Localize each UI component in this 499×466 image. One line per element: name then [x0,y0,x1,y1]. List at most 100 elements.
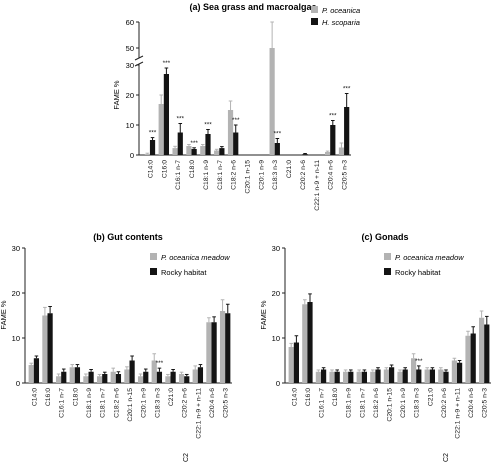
panel-a-bar-1-1 [158,104,164,155]
panel-a-ytick-label-50: 50 [126,44,134,53]
panel-c-bar-2-3 [334,371,340,383]
panel-b-xtick-label-1: C16:0 [45,388,52,406]
panel-a-xtick-label-10: C21:0 [286,160,293,178]
panel-b-xtick-label-9: C18:3 n-3 [154,388,161,418]
panel-b-bar-1-11 [178,374,185,383]
panel-a-xtick-label-3: C18:0 [189,160,196,178]
panel-c-bar-1-0 [288,347,294,383]
panel-b-bar-2-12 [197,367,204,383]
panel-c-bar-2-4 [348,371,354,383]
panel-b-xtick-label-7: C20:1 n-15 [127,388,134,422]
panel-b-legend-swatch-2 [150,268,157,275]
panel-b-ylabel: FAME % [0,300,8,330]
panel-c-xtick-label-14: C20:5 n-3 [482,388,489,418]
panel-c-xtick-label-6: C18:2 n-6 [373,388,380,418]
panel-c-xtick-label-13: C20:4 n-6 [468,388,475,418]
panel-b-xtick-label-10: C21:0 [168,388,175,406]
panel-a-ytick-label-0: 0 [130,151,134,160]
panel-a-bar-1-6 [227,110,234,155]
panel-a-bar-2-14 [344,107,350,155]
panel-a-ytick-label-60: 60 [126,18,134,27]
panel-b-bar-2-13 [211,322,217,383]
panel-a-bar-1-2 [172,148,178,155]
panel-c-legend-swatch-2 [384,268,391,275]
panel-c-xtick-label-3: C18:0 [332,388,339,406]
panel-b-ytick-label-30: 30 [12,244,20,253]
panel-a-xtick-label-12: C22:1 n-9 + n-11 [314,160,321,211]
panel-a-bar-1-0 [144,154,150,155]
panel-c-bar-1-6 [370,371,376,383]
panel-a-significance-2: *** [176,116,184,123]
panel-a-xtick-label-13: C20:4 n-6 [328,160,335,190]
panel-c-bar-2-1 [307,302,313,383]
panel-b-ytick-label-0: 0 [16,379,20,388]
panel-b-title: (b) Gut contents [93,232,163,242]
panel-a-bar-1-14 [338,147,345,155]
panel-a-xtick-label-5: C18:1 n-7 [217,160,224,190]
panel-a-significance-0: *** [149,130,157,137]
panel-a-significance-5: *** [274,131,282,138]
panel-a-legend-swatch-2 [311,18,318,25]
panel-b-ytick-label-10: 10 [12,334,20,343]
panel-c-ytick-label-10: 10 [272,334,280,343]
panel-a-bar-2-6 [233,132,239,155]
panel-b-bar-1-2 [55,376,62,383]
panel-b-bar-2-3 [74,367,81,383]
panel-c-ytick-label-20: 20 [272,289,280,298]
panel-c-bar-1-9 [411,358,417,383]
panel-c-bar-1-11 [438,369,444,383]
panel-b-bar-2-14 [225,313,231,383]
panel-a-legend-swatch-1 [311,6,318,13]
panel-b-bar-1-8 [137,376,144,383]
panel-b-legend-swatch-1 [150,253,157,260]
panel-a-legend-label-2: H. scoparia [322,18,360,27]
panel-c-bar-1-5 [356,371,362,383]
panel-c-bar-2-11 [443,371,449,383]
panel-c-xtick-label-4: C18:1 n-9 [346,388,353,418]
panel-b-ytick-label-20: 20 [12,289,20,298]
panel-a-significance-3: *** [204,122,212,129]
panel-a-ylabel: FAME % [112,80,121,110]
panel-a-bar-1-3 [186,146,192,155]
panel-b-xtick-label-4: C18:1 n-9 [86,388,93,418]
panel-a-title: (a) Sea grass and macroalgae [189,2,316,12]
panel-c-ytick-label-30: 30 [272,244,280,253]
panel-a-bar-2-4 [205,134,211,155]
panel-a-xtick-label-8: C20:1 n-9 [258,160,265,190]
panel-a-bar-2-0 [149,140,156,155]
panel-c-legend-label-2: Rocky habitat [395,268,441,277]
panel-b-xtick-label-0: C14:0 [31,388,38,406]
panel-c-bar-1-8 [397,371,403,383]
panel-b-bar-2-2 [61,371,67,383]
panel-b-bar-1-1 [42,315,48,383]
panel-a-bar-1-5 [214,150,220,155]
panel-c-bar-1-7 [383,369,389,383]
panel-c-bar-2-7 [389,367,395,383]
panel-a-ytick-label-20: 20 [126,91,134,100]
panel-b-bar-1-12 [192,369,198,383]
panel-a-xtick-label-2: C16:1 n-7 [175,160,182,190]
panel-b-xtick-label-11: C20:2 n-6 [182,388,189,418]
panel-a-xtick-label-9: C18:3 n-3 [272,160,279,190]
panel-b-bar-1-4 [83,376,89,383]
panel-c-bar-2-0 [293,342,299,383]
panel-a-ytick-label-30: 30 [126,61,134,70]
panel-c-legend-swatch-1 [384,253,391,260]
panel-a-xtick-label-1: C16:0 [161,160,168,178]
panel-a-ytick-label-10: 10 [126,121,134,130]
panel-a-xtick-label-4: C18:1 n-9 [203,160,210,190]
panel-c-bar-2-6 [375,369,381,383]
panel-b-extra-label: C2 [183,453,190,462]
panel-c-bar-1-13 [465,335,471,383]
panel-c-title: (c) Gonads [361,232,408,242]
panel-b-bar-2-0 [33,358,40,383]
panel-a-bar-1-4 [200,146,206,155]
panel-c-legend-label-1: P. oceanica meadow [395,253,464,262]
panel-a-xtick-label-0: C14:0 [147,160,154,178]
panel-c-bar-1-3 [329,371,335,383]
panel-c-bar-2-13 [470,333,476,383]
panel-c-ytick-label-0: 0 [276,379,280,388]
panel-c-xtick-label-8: C20:1 n-9 [400,388,407,418]
panel-a-marks: C14:0 C16:0 C16:1 n-7 C18:0 C18:1 n-9 C18:1 n… [144,21,351,211]
panel-b-bar-2-6 [115,374,122,383]
